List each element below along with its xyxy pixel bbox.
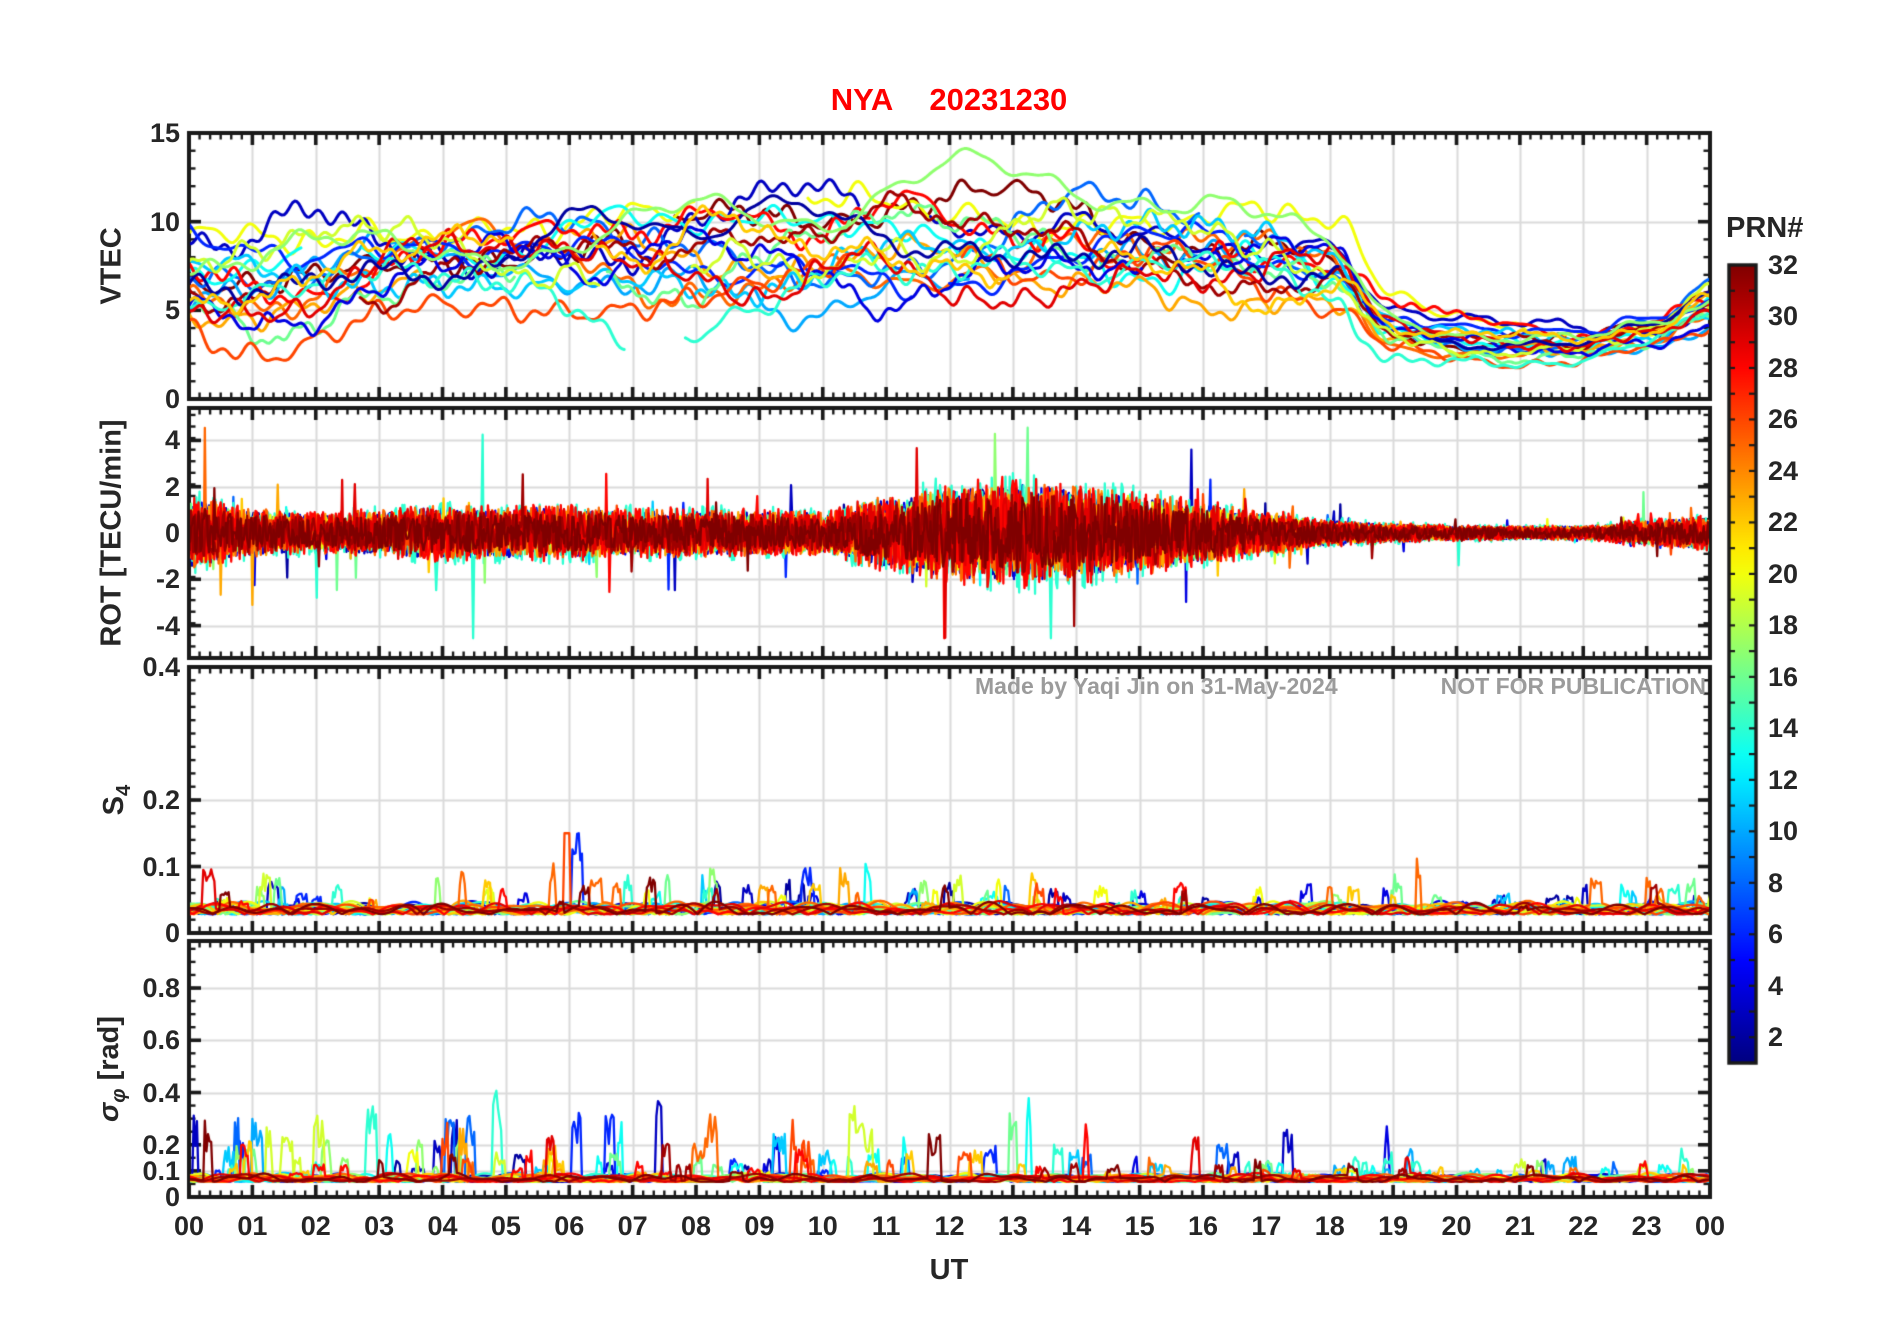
watermark-made-by: Made by Yaqi Jin on 31-May-2024: [975, 673, 1338, 699]
colorbar-title: PRN#: [1726, 212, 1804, 244]
y-tick-label-S4: 0.1: [142, 851, 180, 882]
y-tick-label-S4: 0: [164, 918, 180, 948]
y-tick-label-sigma_phi: 0.1: [142, 1155, 180, 1186]
colorbar-tick-label: 20: [1768, 558, 1799, 589]
x-tick-label: 22: [1568, 1211, 1599, 1241]
colorbar-tick-label: 8: [1768, 867, 1784, 898]
y-tick-label-sigma_phi: 0.4: [142, 1077, 180, 1108]
y-tick-label-ROT: -2: [155, 564, 180, 595]
ylabel-vtec: VTEC: [95, 227, 128, 305]
colorbar-tick-label: 30: [1768, 301, 1799, 332]
x-tick-label: 11: [871, 1211, 901, 1241]
colorbar-tick-label: 4: [1768, 970, 1784, 1001]
y-tick-label-VTEC: 0: [164, 384, 180, 414]
y-tick-label-ROT: 0: [164, 518, 180, 548]
colorbar-tick-label: 14: [1768, 713, 1799, 744]
y-tick-label-ROT: -4: [155, 610, 180, 641]
colorbar-tick-label: 24: [1768, 455, 1799, 486]
y-tick-label-sigma_phi: 0.8: [142, 973, 180, 1004]
colorbar-tick-label: 16: [1768, 661, 1799, 692]
y-tick-label-S4: 0.2: [142, 785, 180, 815]
colorbar-tick-label: 28: [1768, 352, 1799, 383]
colorbar-tick-label: 18: [1768, 610, 1799, 641]
x-tick-label: 17: [1251, 1211, 1282, 1241]
x-tick-label: 06: [554, 1211, 585, 1241]
x-tick-label: 20: [1441, 1211, 1472, 1241]
y-tick-label-sigma_phi: 0.2: [142, 1129, 180, 1160]
xlabel-ut: UT: [929, 1254, 969, 1286]
x-tick-label: 07: [617, 1211, 648, 1241]
x-tick-label: 23: [1631, 1211, 1662, 1241]
x-tick-label: 21: [1504, 1211, 1535, 1241]
x-tick-label: 00: [173, 1211, 205, 1241]
x-tick-label: 12: [934, 1211, 965, 1241]
y-tick-label-sigma_phi: 0.6: [142, 1025, 180, 1056]
y-tick-label-ROT: 2: [164, 471, 180, 502]
y-tick-label-S4: 0.4: [142, 652, 180, 682]
colorbar-tick-label: 22: [1768, 507, 1799, 538]
y-tick-label-VTEC: 5: [164, 295, 180, 326]
x-tick-label: 08: [680, 1211, 712, 1241]
x-tick-label: 14: [1061, 1211, 1092, 1241]
x-tick-label: 15: [1124, 1211, 1155, 1241]
x-tick-label: 01: [237, 1211, 268, 1241]
x-tick-label: 00: [1694, 1211, 1726, 1241]
colorbar-tick-label: 6: [1768, 919, 1784, 950]
y-tick-label-sigma_phi: 0: [164, 1182, 180, 1212]
x-tick-label: 02: [300, 1211, 331, 1241]
x-tick-label: 05: [490, 1211, 521, 1241]
x-tick-label: 13: [997, 1211, 1028, 1241]
y-tick-label-ROT: 4: [164, 425, 180, 456]
x-tick-label: 16: [1187, 1211, 1219, 1241]
colorbar-tick-label: 10: [1768, 816, 1799, 847]
colorbar-tick-label: 26: [1768, 404, 1799, 435]
y-tick-label-VTEC: 15: [149, 118, 180, 148]
x-tick-label: 04: [427, 1211, 458, 1241]
x-tick-label: 19: [1378, 1211, 1409, 1241]
y-tick-label-VTEC: 10: [149, 206, 180, 237]
colorbar-tick-label: 32: [1768, 250, 1799, 280]
colorbar-tick-label: 12: [1768, 764, 1799, 795]
x-tick-label: 10: [807, 1211, 838, 1241]
watermark-notice: NOT FOR PUBLICATION: [1440, 673, 1706, 699]
x-tick-label: 03: [364, 1211, 395, 1241]
x-tick-label: 18: [1314, 1211, 1345, 1241]
chart-title: NYA 20231230: [830, 82, 1068, 117]
x-tick-label: 09: [744, 1211, 775, 1241]
colorbar-tick-label: 2: [1768, 1022, 1784, 1053]
